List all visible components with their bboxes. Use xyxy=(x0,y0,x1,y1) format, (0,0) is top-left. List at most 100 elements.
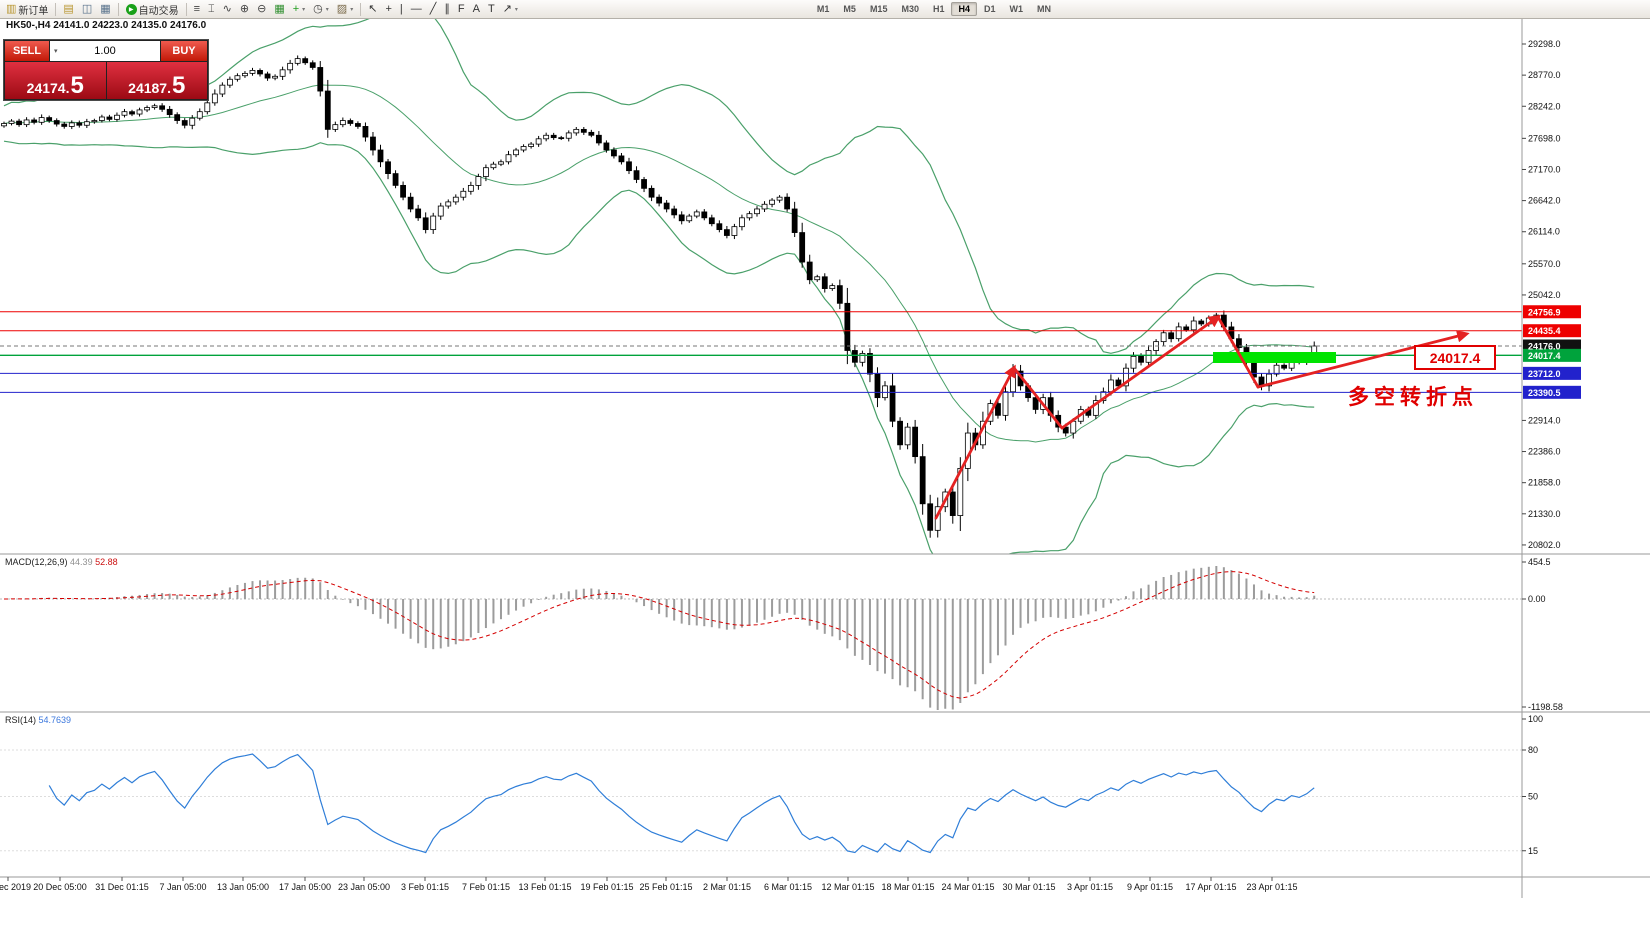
turning-point-text[interactable]: 多空转折点 xyxy=(1348,386,1478,409)
buy-button[interactable]: BUY xyxy=(161,41,207,61)
templates-icon: ▨ xyxy=(336,2,348,15)
market-watch-icon[interactable]: ▤ xyxy=(59,1,77,17)
dropdown-arrow-icon[interactable]: ▾ xyxy=(350,6,354,13)
trend-arrow[interactable] xyxy=(1216,315,1260,389)
svg-text:80: 80 xyxy=(1528,745,1538,755)
trend-arrow[interactable] xyxy=(934,364,1016,520)
svg-text:50: 50 xyxy=(1528,792,1538,802)
auto-trading-button[interactable]: ▶ 自动交易 xyxy=(122,1,183,17)
price-tag-23712.0 xyxy=(1523,366,1581,380)
timeframe-h1[interactable]: H1 xyxy=(926,2,952,16)
svg-text:22914.0: 22914.0 xyxy=(1528,415,1561,425)
buy-price-big-digit: 5 xyxy=(171,71,186,99)
dropdown-arrow-icon[interactable]: ▾ xyxy=(302,6,306,13)
timeframe-d1[interactable]: D1 xyxy=(977,2,1003,16)
arrows-icon[interactable]: ↗ ▾ xyxy=(499,1,522,17)
auto-trading-play-icon: ▶ xyxy=(125,3,137,15)
volume-dropdown-icon[interactable]: ▾ xyxy=(54,48,58,55)
svg-text:25042.0: 25042.0 xyxy=(1528,290,1561,300)
volume-input[interactable]: ▾ 1.00 xyxy=(50,41,160,61)
zoom-out-icon[interactable]: ⊖ xyxy=(253,1,270,17)
tile-windows-icon[interactable]: ▦ xyxy=(270,1,288,17)
terminal-icon[interactable]: ▦ xyxy=(96,1,114,17)
candlestick-chart-icon: ⌶ xyxy=(208,2,215,15)
volume-value: 1.00 xyxy=(94,45,116,57)
periods-icon: ◷ xyxy=(313,2,323,15)
trend-arrow[interactable] xyxy=(1256,330,1470,389)
navigator-icon: ◫ xyxy=(81,2,93,15)
macd-title: MACD(12,26,9) xyxy=(5,557,68,567)
cursor-icon[interactable]: ↖ xyxy=(364,1,381,17)
dropdown-arrow-icon[interactable]: ▾ xyxy=(325,6,329,13)
candlestick-chart-icon[interactable]: ⌶ xyxy=(204,1,219,17)
timeframe-m15[interactable]: M15 xyxy=(863,2,895,16)
line-chart-icon[interactable]: ∿ xyxy=(219,1,236,17)
price-axis[interactable] xyxy=(1522,43,1581,852)
arrows-icon: ↗ xyxy=(502,2,512,15)
svg-text:28242.0: 28242.0 xyxy=(1528,101,1561,111)
navigator-icon[interactable]: ◫ xyxy=(78,1,96,17)
macd-signal-value: 52.88 xyxy=(95,557,118,567)
svg-text:17 Jan 05:00: 17 Jan 05:00 xyxy=(279,882,331,892)
zoom-in-icon[interactable]: ⊕ xyxy=(236,1,253,17)
fibonacci-icon[interactable]: F xyxy=(454,1,469,17)
svg-text:7 Jan 05:00: 7 Jan 05:00 xyxy=(159,882,206,892)
rsi-title: RSI(14) xyxy=(5,715,37,725)
templates-icon[interactable]: ▨ ▾ xyxy=(333,1,357,17)
time-axis[interactable] xyxy=(7,877,1273,881)
timeframe-m1[interactable]: M1 xyxy=(810,2,837,16)
svg-text:-1198.58: -1198.58 xyxy=(1528,702,1563,712)
bollinger-lower-band xyxy=(3,140,1315,554)
svg-text:9 Apr 01:15: 9 Apr 01:15 xyxy=(1127,882,1173,892)
svg-text:27170.0: 27170.0 xyxy=(1528,164,1561,174)
svg-text:26114.0: 26114.0 xyxy=(1528,227,1560,237)
text-icon[interactable]: A xyxy=(469,1,484,17)
vertical-line-icon: | xyxy=(399,2,403,15)
macd-signal-line xyxy=(3,571,1315,699)
tile-windows-icon: ▦ xyxy=(274,2,285,15)
label-icon: T xyxy=(487,2,495,15)
one-click-trading-panel: SELL ▾ 1.00 BUY 24174. 5 24187. 5 xyxy=(4,40,208,100)
indicators-icon[interactable]: + ▾ xyxy=(289,1,309,17)
horizontal-line-icon: — xyxy=(410,2,422,15)
market-watch-icon: ▤ xyxy=(63,2,74,15)
timeframe-h4[interactable]: H4 xyxy=(951,2,977,16)
horizontal-line-icon[interactable]: — xyxy=(407,1,426,17)
svg-text:23390.5: 23390.5 xyxy=(1528,388,1561,398)
toolbar-separator xyxy=(360,2,362,16)
timeframe-m5[interactable]: M5 xyxy=(836,2,863,16)
buy-price-main: 24187. xyxy=(128,79,171,96)
svg-text:22386.0: 22386.0 xyxy=(1528,447,1561,457)
bar-chart-icon[interactable]: ≡ xyxy=(190,1,204,17)
bollinger-upper-band xyxy=(3,18,1315,354)
periods-icon[interactable]: ◷ ▾ xyxy=(309,1,333,17)
timeframe-m30[interactable]: M30 xyxy=(894,2,926,16)
sell-button[interactable]: SELL xyxy=(5,41,49,61)
highlight-rect[interactable] xyxy=(1213,352,1336,363)
cursor-icon: ↖ xyxy=(368,2,378,15)
price-annotation-label[interactable]: 24017.4 xyxy=(1414,345,1496,370)
channel-icon[interactable]: ∥ xyxy=(440,1,454,17)
label-icon[interactable]: T xyxy=(484,1,499,17)
sell-price[interactable]: 24174. 5 xyxy=(5,62,106,99)
buy-price[interactable]: 24187. 5 xyxy=(106,62,207,99)
trendline-icon[interactable]: ╱ xyxy=(426,1,441,17)
macd-main-value: 44.39 xyxy=(70,557,93,567)
svg-text:23712.0: 23712.0 xyxy=(1528,369,1561,379)
dropdown-arrow-icon[interactable]: ▾ xyxy=(514,6,518,13)
bar-chart-icon: ≡ xyxy=(193,2,201,15)
new-order-button[interactable]: ▥ 新订单 xyxy=(2,1,52,17)
trendline-icon: ╱ xyxy=(429,2,437,15)
trend-arrow[interactable] xyxy=(1012,366,1064,430)
zoom-out-icon: ⊖ xyxy=(257,2,267,15)
toolbar-separator xyxy=(55,2,57,16)
vertical-line-icon[interactable]: | xyxy=(396,1,407,17)
trend-arrow[interactable] xyxy=(1060,314,1222,430)
timeframe-mn[interactable]: MN xyxy=(1030,2,1058,16)
crosshair-icon[interactable]: + xyxy=(381,1,395,17)
svg-text:18 Mar 01:15: 18 Mar 01:15 xyxy=(881,882,934,892)
svg-text:6 Dec 2019: 6 Dec 2019 xyxy=(0,882,31,892)
timeframe-w1[interactable]: W1 xyxy=(1003,2,1031,16)
chart-area[interactable]: 29298.0 28770.0 28242.0 27698.0 27170.0 26642… xyxy=(0,18,1650,944)
line-chart-icon: ∿ xyxy=(222,2,232,15)
